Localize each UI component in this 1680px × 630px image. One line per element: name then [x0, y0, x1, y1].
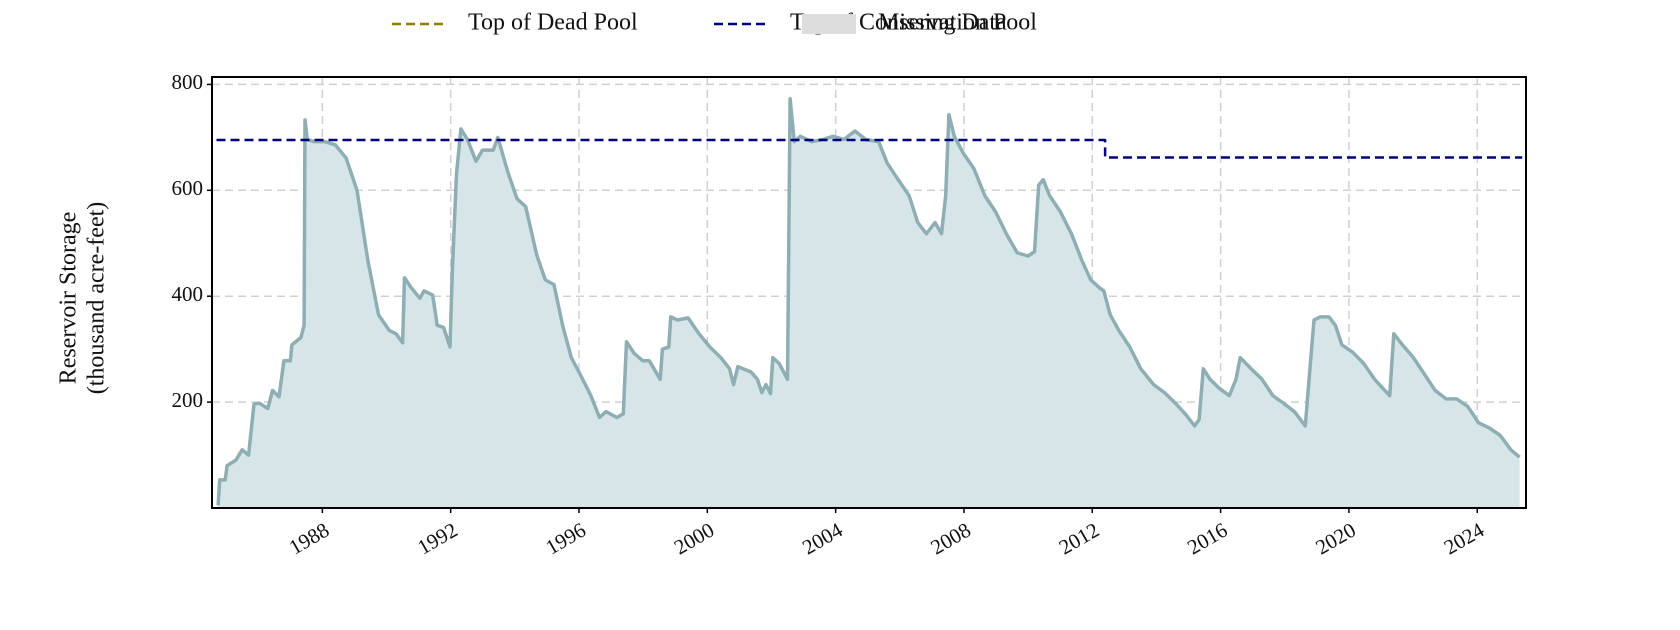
line [216, 96, 1521, 506]
y-axis-label: (thousand acre-feet) [84, 202, 110, 395]
x-tick-label: 2000 [670, 518, 718, 560]
reference-line [216, 138, 1523, 159]
legend-swatch [802, 14, 856, 34]
y-tick-label: 400 [172, 282, 204, 306]
x-tick-label: 2008 [926, 518, 974, 560]
y-tick-label: 800 [172, 70, 204, 94]
y-tick-label: 600 [172, 176, 204, 200]
x-tick-label: 1992 [413, 518, 461, 560]
x-tick-label: 2004 [798, 517, 847, 559]
x-tick-label: 2012 [1055, 518, 1103, 560]
x-tick-label: 2020 [1311, 518, 1359, 560]
plot-frame [211, 76, 1527, 509]
area [218, 98, 1520, 508]
y-tick-label: 200 [172, 388, 204, 412]
x-tick-label: 2016 [1183, 518, 1231, 560]
y-axis-label: Reservoir Storage [56, 212, 82, 385]
x-tick-label: 1988 [285, 518, 333, 560]
x-tick-label: 2024 [1440, 517, 1489, 559]
legend-label: Missing Data [878, 10, 1007, 36]
x-tick-label: 1996 [542, 518, 590, 560]
legend-label: Top of Dead Pool [468, 10, 638, 36]
